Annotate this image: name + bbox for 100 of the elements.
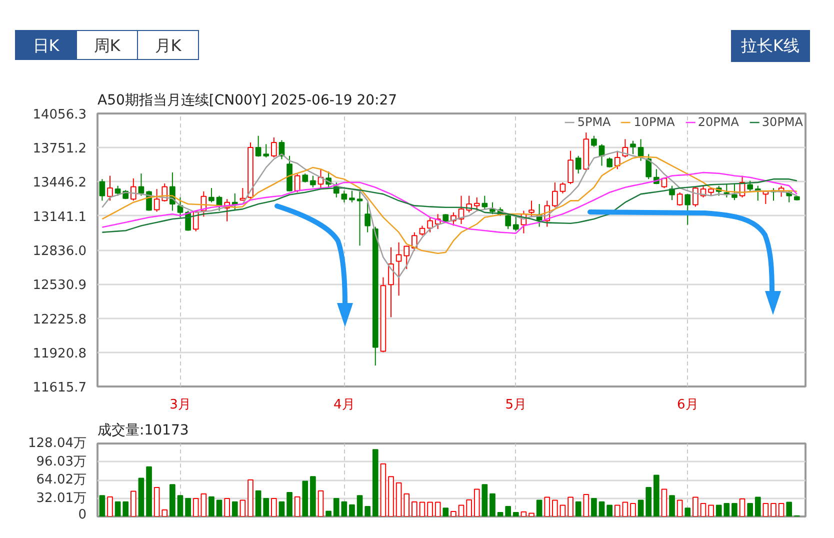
y-tick-label: 12225.8 [32, 312, 87, 328]
bar [536, 500, 542, 516]
bar [583, 494, 590, 516]
text: 拉长K线 [731, 30, 810, 62]
bar [177, 495, 184, 516]
bar [684, 508, 691, 516]
bar [154, 487, 160, 516]
bar [185, 498, 191, 516]
bar [216, 500, 222, 516]
bar [661, 488, 668, 516]
bar [302, 480, 308, 516]
bar [638, 500, 644, 516]
candlestick [732, 184, 738, 201]
bar [278, 501, 285, 516]
bar [224, 498, 230, 516]
bar [427, 502, 433, 516]
bar [762, 503, 769, 516]
bar [512, 512, 519, 516]
bar [372, 449, 378, 516]
bar [747, 503, 753, 516]
x-tick-label: 4月 [334, 398, 355, 412]
y-tick-label: 96.03万 [36, 454, 86, 470]
candlestick [474, 196, 480, 212]
candlestick [154, 188, 160, 212]
candlestick [341, 190, 348, 203]
bar [318, 490, 324, 516]
candlestick [684, 194, 691, 226]
bar [114, 501, 121, 516]
candlestick [208, 188, 214, 203]
bar [286, 492, 292, 516]
bar [240, 500, 246, 516]
bar [560, 504, 566, 516]
candlestick [138, 172, 144, 196]
bar [310, 476, 316, 516]
bar [575, 501, 582, 516]
candlestick [505, 214, 512, 230]
bar [138, 478, 144, 516]
bar [419, 502, 426, 516]
legend-label: 5PMA [577, 115, 611, 129]
candlestick [356, 190, 363, 246]
bar [364, 506, 371, 516]
bar [528, 512, 534, 516]
bar [130, 490, 136, 516]
bar [107, 496, 113, 516]
y-tick-label: 12836.0 [32, 244, 87, 259]
bar [99, 495, 106, 516]
bar [676, 500, 683, 516]
bar [497, 512, 504, 516]
x-tick-label: 5月 [505, 398, 527, 412]
candlestick [646, 154, 652, 180]
candlestick [310, 175, 316, 188]
text: 日K [15, 30, 77, 60]
candlestick [638, 138, 644, 162]
candlestick [614, 150, 620, 170]
bar [653, 474, 660, 516]
bar [544, 496, 550, 516]
bar [646, 487, 652, 516]
bar [786, 502, 792, 516]
candlestick [396, 242, 402, 296]
candlestick [294, 174, 300, 193]
bar [754, 496, 761, 516]
bar [404, 493, 410, 516]
bar [248, 479, 254, 516]
bar [739, 498, 746, 516]
candlestick [364, 202, 371, 233]
candlestick [349, 190, 355, 203]
candlestick [560, 182, 566, 194]
bar [520, 511, 527, 516]
bar [622, 502, 628, 516]
y-tick-label: 32.01万 [36, 490, 86, 506]
bar [208, 496, 214, 516]
bar [388, 476, 394, 516]
candlestick [255, 135, 262, 158]
candlestick [388, 246, 394, 318]
bar [442, 508, 449, 516]
candlestick [427, 216, 433, 233]
candlestick [528, 200, 534, 218]
bar [732, 503, 738, 516]
bar [349, 504, 355, 516]
candlestick [676, 192, 683, 206]
x-tick-label: 3月 [170, 398, 191, 412]
candlestick [747, 180, 753, 193]
y-tick-label: 12530.9 [32, 278, 87, 294]
legend-label: 30PMA [762, 115, 803, 129]
bar [162, 509, 168, 516]
bar [474, 488, 480, 516]
candlestick [512, 215, 519, 232]
bar [255, 490, 262, 516]
bar [396, 482, 402, 516]
bar [552, 500, 558, 516]
bar [326, 510, 332, 516]
bar [700, 503, 706, 516]
bar [778, 503, 784, 516]
bar [458, 504, 464, 516]
y-tick-label: 13141.1 [32, 210, 87, 225]
bar [450, 510, 456, 516]
bar [598, 501, 605, 516]
y-tick-label: 14056.3 [32, 108, 87, 122]
bar [270, 498, 277, 516]
candlestick [419, 225, 426, 236]
